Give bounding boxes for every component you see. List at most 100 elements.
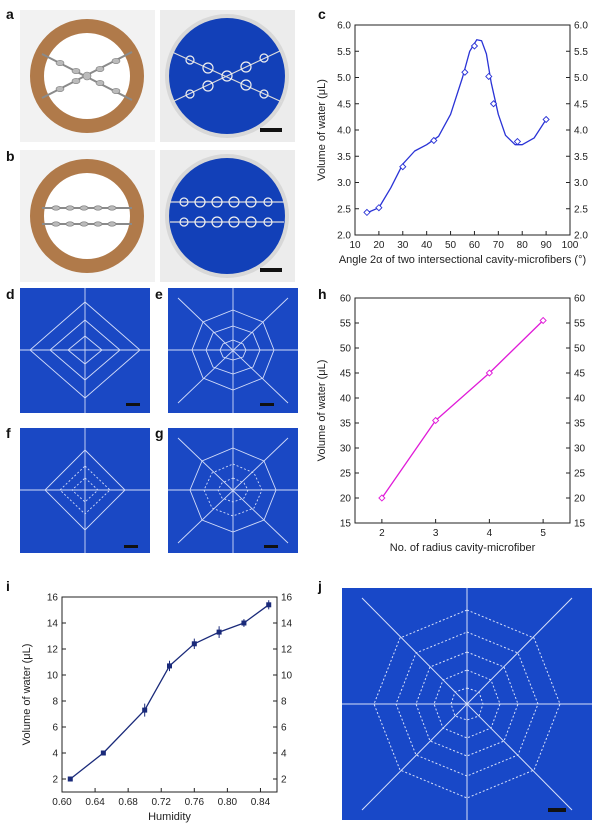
y-tick-label: 16 [47, 593, 59, 604]
y-tick-label: 15 [340, 519, 352, 530]
y-tick-label: 8 [52, 697, 58, 708]
web-photo-d [20, 288, 150, 413]
x-tick-label: 0.68 [118, 797, 138, 808]
y-tick-label-right: 2 [281, 775, 287, 786]
x-axis-label: Angle 2α of two intersectional cavity-mi… [339, 254, 586, 266]
ring-parallel-fibers-schematic [20, 150, 155, 282]
y-tick-label: 14 [47, 619, 59, 630]
y-tick-label-right: 30 [574, 444, 586, 455]
data-point [431, 416, 440, 425]
data-point [539, 316, 547, 325]
y-tick-label: 2.0 [337, 231, 351, 242]
y-tick-label-right: 2.5 [574, 204, 588, 215]
panel-label-j: j [318, 578, 322, 594]
web-photo-e [168, 288, 298, 413]
y-tick-label-right: 2.0 [574, 231, 588, 242]
y-tick-label-right: 5.0 [574, 73, 588, 84]
y-tick-label-right: 10 [281, 671, 293, 682]
panel-label-f: f [6, 425, 11, 441]
x-tick-label: 30 [397, 240, 409, 251]
x-tick-label: 80 [517, 240, 529, 251]
y-tick-label: 45 [340, 369, 352, 380]
x-tick-label: 2 [379, 528, 385, 539]
panel-label-g: g [155, 425, 164, 441]
y-tick-label: 10 [47, 671, 59, 682]
y-tick-label: 35 [340, 419, 352, 430]
y-tick-label-right: 3.0 [574, 178, 588, 189]
panel-label-a: a [6, 6, 14, 22]
panel-label-b: b [6, 148, 15, 164]
ring-crossed-fibers-schematic [20, 10, 155, 142]
panel-label-d: d [6, 286, 15, 302]
y-tick-label-right: 6 [281, 723, 287, 734]
y-tick-label: 20 [340, 494, 352, 505]
x-tick-label: 5 [540, 528, 546, 539]
y-tick-label: 40 [340, 394, 352, 405]
y-tick-label-right: 3.5 [574, 152, 588, 163]
x-tick-label: 0.60 [52, 797, 72, 808]
y-tick-label: 3.5 [337, 152, 351, 163]
data-point [378, 494, 386, 502]
y-tick-label: 5.0 [337, 73, 351, 84]
y-tick-label: 4.5 [337, 99, 351, 110]
data-point [542, 115, 550, 124]
data-point [191, 641, 197, 647]
y-axis-label: Volume of water (μL) [316, 360, 328, 462]
y-tick-label: 6.0 [337, 21, 351, 32]
data-point [167, 663, 172, 669]
x-axis-label: No. of radius cavity-microfiber [390, 542, 536, 554]
ring-crossed-fibers-photo [160, 10, 295, 142]
y-tick-label-right: 4.5 [574, 99, 588, 110]
y-tick-label: 55 [340, 319, 352, 330]
y-tick-label-right: 55 [574, 319, 586, 330]
plot-frame [354, 24, 571, 236]
y-tick-label: 2 [52, 775, 58, 786]
data-point [461, 68, 469, 76]
y-tick-label-right: 4 [281, 749, 287, 760]
web-photo-f [20, 428, 150, 553]
data-point [513, 137, 522, 146]
data-point [363, 208, 371, 217]
web-photo-g [168, 428, 298, 553]
data-point [485, 369, 494, 377]
y-tick-label: 5.5 [337, 47, 351, 58]
x-tick-label: 10 [349, 240, 361, 251]
data-point [485, 72, 493, 81]
y-tick-label-right: 12 [281, 645, 293, 656]
y-tick-label-right: 25 [574, 469, 586, 480]
x-tick-label: 0.64 [85, 797, 105, 808]
data-point [399, 163, 407, 171]
x-tick-label: 3 [433, 528, 439, 539]
data-point [216, 629, 222, 635]
series-line [381, 320, 544, 499]
series-line [69, 604, 270, 780]
data-point [241, 620, 247, 626]
data-point [67, 776, 73, 782]
y-tick-label-right: 50 [574, 344, 586, 355]
y-tick-label: 50 [340, 344, 352, 355]
y-tick-label: 3.0 [337, 178, 351, 189]
data-point [489, 100, 498, 108]
x-tick-label: 0.76 [185, 797, 205, 808]
plot-frame [354, 297, 571, 524]
y-axis-label: Volume of water (μL) [21, 644, 33, 746]
panel-label-i: i [6, 578, 10, 594]
web-photo-j [342, 588, 592, 820]
panel-label-c: c [318, 6, 326, 22]
y-tick-label-right: 40 [574, 394, 586, 405]
y-tick-label-right: 6.0 [574, 21, 588, 32]
y-tick-label-right: 20 [574, 494, 586, 505]
x-tick-label: 20 [373, 240, 385, 251]
data-point [375, 204, 383, 212]
y-tick-label-right: 45 [574, 369, 586, 380]
data-point [430, 136, 438, 145]
panel-label-h: h [318, 286, 327, 302]
y-tick-label: 4 [52, 749, 58, 760]
y-tick-label-right: 15 [574, 519, 586, 530]
x-tick-label: 0.72 [151, 797, 171, 808]
y-axis-label: Volume of water (μL) [316, 79, 328, 181]
y-tick-label: 30 [340, 444, 352, 455]
y-tick-label-right: 35 [574, 419, 586, 430]
